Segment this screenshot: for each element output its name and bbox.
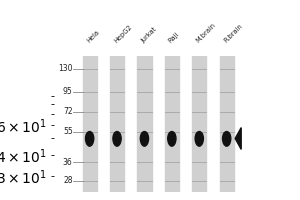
Text: Jurkat: Jurkat bbox=[140, 26, 158, 44]
Text: 72: 72 bbox=[63, 107, 73, 116]
Bar bbox=[110, 56, 124, 192]
Ellipse shape bbox=[195, 132, 203, 146]
Polygon shape bbox=[235, 128, 241, 149]
Text: R.brain: R.brain bbox=[222, 23, 244, 44]
Ellipse shape bbox=[140, 132, 148, 146]
Text: M.brain: M.brain bbox=[195, 22, 217, 44]
Text: Raji: Raji bbox=[168, 31, 181, 44]
Text: 28: 28 bbox=[63, 176, 73, 185]
Bar bbox=[165, 56, 179, 192]
Ellipse shape bbox=[168, 132, 176, 146]
Text: Hela: Hela bbox=[85, 29, 100, 44]
Ellipse shape bbox=[223, 132, 231, 146]
Bar bbox=[220, 56, 234, 192]
Ellipse shape bbox=[85, 132, 94, 146]
Bar bbox=[192, 56, 206, 192]
Text: 130: 130 bbox=[58, 64, 73, 73]
Text: 95: 95 bbox=[63, 87, 73, 96]
Bar bbox=[82, 56, 97, 192]
Text: HepG2: HepG2 bbox=[113, 24, 133, 44]
Bar bbox=[137, 56, 152, 192]
Text: 55: 55 bbox=[63, 127, 73, 136]
Text: 36: 36 bbox=[63, 158, 73, 167]
Ellipse shape bbox=[113, 132, 121, 146]
